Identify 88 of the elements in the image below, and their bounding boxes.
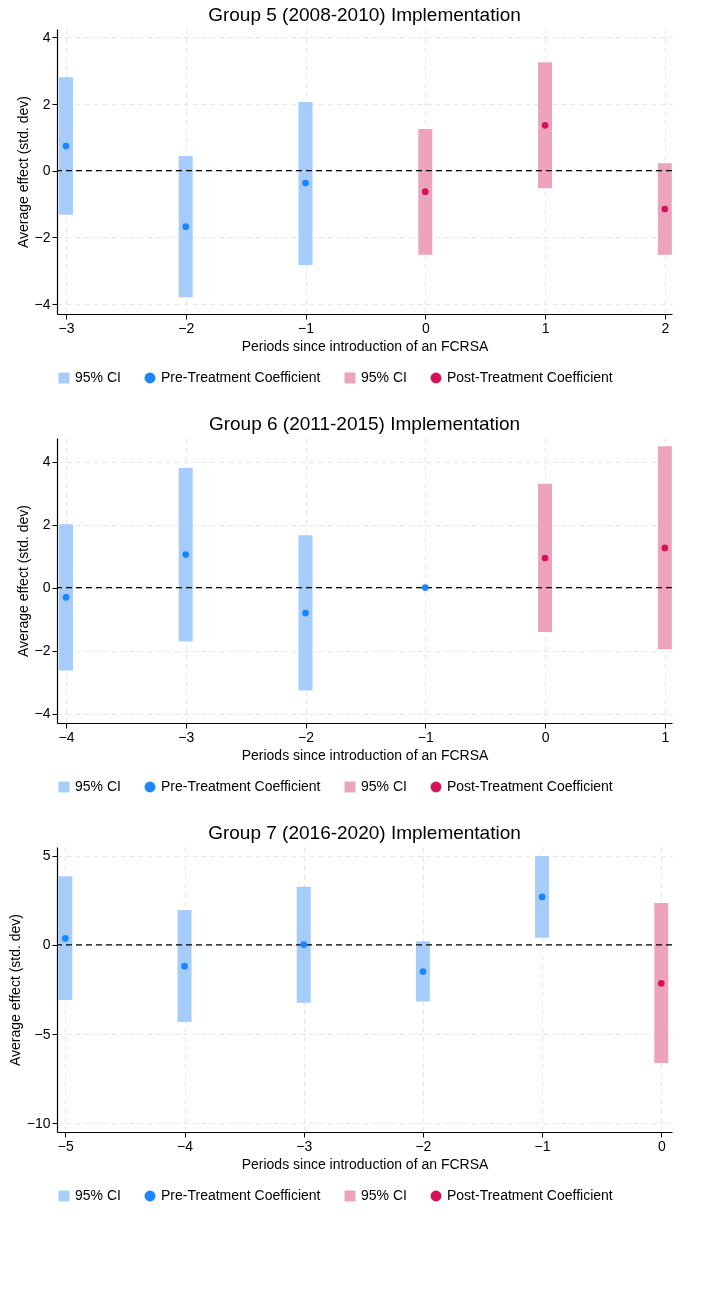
point bbox=[538, 893, 546, 901]
x-axis-title: Periods since introduction of an FCRSA bbox=[241, 337, 489, 354]
x-tick-label: −3 bbox=[178, 728, 195, 745]
x-tick-label: −1 bbox=[298, 319, 315, 336]
x-tick-label: −3 bbox=[58, 319, 75, 336]
legend-label: Pre-Treatment Coefficient bbox=[161, 778, 321, 794]
chart-title: Group 7 (2016-2020) Implementation bbox=[208, 822, 521, 843]
point bbox=[419, 968, 427, 975]
x-tick-label: −3 bbox=[296, 1137, 313, 1154]
x-tick-label: −2 bbox=[415, 1137, 432, 1154]
legend-label: Pre-Treatment Coefficient bbox=[161, 1187, 321, 1203]
y-tick-label: 0 bbox=[42, 579, 51, 596]
chart-title: Group 5 (2008-2010) Implementation bbox=[208, 4, 521, 25]
legend-label: 95% CI bbox=[361, 369, 407, 385]
y-axis-title: Average effect (std. dev) bbox=[6, 913, 23, 1067]
bar bbox=[538, 483, 553, 632]
y-tick-label: −2 bbox=[34, 642, 51, 659]
point bbox=[657, 979, 665, 987]
x-tick-label: 0 bbox=[541, 728, 550, 745]
legend-label: 95% CI bbox=[75, 1187, 121, 1203]
legend-label: 95% CI bbox=[75, 369, 121, 385]
x-tick-label: −5 bbox=[57, 1137, 75, 1154]
point bbox=[300, 941, 308, 948]
bar bbox=[58, 524, 73, 671]
bar bbox=[296, 886, 311, 1003]
x-tick-label: −4 bbox=[58, 728, 75, 745]
point bbox=[421, 188, 429, 196]
point bbox=[302, 179, 309, 187]
y-tick-label: −10 bbox=[26, 1114, 51, 1131]
bar bbox=[535, 855, 550, 938]
point bbox=[61, 935, 69, 942]
y-tick-label: −4 bbox=[34, 295, 51, 312]
bar bbox=[538, 62, 553, 189]
x-tick-label: −1 bbox=[417, 728, 434, 745]
point bbox=[661, 205, 669, 213]
x-tick-label: −4 bbox=[177, 1137, 194, 1154]
x-tick-label: 1 bbox=[661, 728, 670, 745]
x-tick-label: −2 bbox=[178, 319, 195, 336]
bar bbox=[178, 156, 193, 298]
y-tick-label: 4 bbox=[42, 453, 51, 470]
legend-label: 95% CI bbox=[361, 1187, 407, 1203]
y-tick-label: 0 bbox=[42, 162, 51, 179]
x-axis-title: Periods since introduction of an FCRSA bbox=[241, 746, 489, 763]
bar bbox=[58, 876, 73, 1001]
x-axis-title: Periods since introduction of an FCRSA bbox=[241, 1155, 489, 1172]
bar bbox=[657, 446, 672, 650]
legend-label: Post-Treatment Coefficient bbox=[447, 1187, 613, 1203]
legend-label: Post-Treatment Coefficient bbox=[447, 369, 613, 385]
point bbox=[181, 962, 188, 970]
bar bbox=[298, 535, 313, 691]
legend-label: Post-Treatment Coefficient bbox=[447, 778, 613, 794]
y-tick-label: 0 bbox=[42, 936, 51, 953]
y-tick-label: −4 bbox=[34, 705, 51, 722]
legend-label: 95% CI bbox=[361, 778, 407, 794]
bar bbox=[415, 941, 430, 1002]
bar bbox=[178, 467, 193, 642]
point bbox=[302, 609, 309, 617]
legend-label: 95% CI bbox=[75, 778, 121, 794]
x-tick-label: −1 bbox=[534, 1137, 551, 1154]
x-tick-label: 0 bbox=[657, 1137, 666, 1154]
y-tick-label: −5 bbox=[34, 1025, 51, 1042]
bar bbox=[298, 102, 313, 265]
y-tick-label: 2 bbox=[42, 95, 51, 112]
point bbox=[541, 121, 549, 129]
x-tick-label: 0 bbox=[421, 319, 430, 336]
bar bbox=[177, 910, 192, 1023]
bar bbox=[654, 903, 669, 1064]
y-tick-label: −2 bbox=[34, 228, 51, 245]
legend-label: Pre-Treatment Coefficient bbox=[161, 369, 321, 385]
point bbox=[62, 142, 70, 150]
y-axis-title: Average effect (std. dev) bbox=[14, 95, 31, 249]
y-tick-label: 2 bbox=[42, 516, 51, 533]
x-tick-label: −2 bbox=[298, 728, 315, 745]
y-tick-label: 4 bbox=[42, 28, 51, 45]
x-tick-label: 2 bbox=[661, 319, 670, 336]
x-tick-label: 1 bbox=[541, 319, 550, 336]
point bbox=[661, 544, 669, 552]
bar bbox=[58, 77, 73, 215]
chart-title: Group 6 (2011-2015) Implementation bbox=[208, 413, 521, 434]
point bbox=[541, 554, 549, 562]
point bbox=[421, 584, 429, 591]
point bbox=[182, 551, 190, 558]
y-tick-label: 5 bbox=[42, 847, 51, 864]
bar bbox=[418, 129, 433, 255]
y-axis-title: Average effect (std. dev) bbox=[14, 504, 31, 658]
bar bbox=[657, 163, 672, 255]
point bbox=[62, 594, 70, 601]
point bbox=[182, 223, 190, 231]
